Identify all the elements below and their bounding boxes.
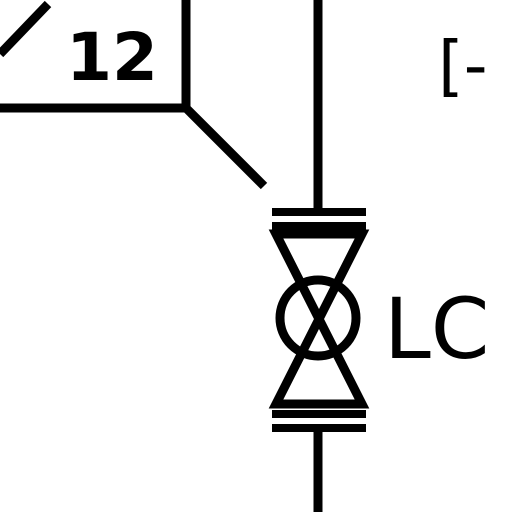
leader-line	[182, 104, 268, 190]
flange-bottom-inner	[272, 410, 366, 418]
tag-number: 12	[66, 19, 158, 96]
valve-ball-circle	[275, 275, 361, 361]
flange-top-inner	[272, 222, 366, 230]
partial-symbol-text: [-	[438, 27, 488, 104]
valve-flanges	[272, 208, 366, 432]
valve-lock-label: LC	[384, 280, 489, 378]
flange-top-outer	[272, 208, 366, 216]
valve-bowtie	[268, 229, 370, 409]
tag-box-diagonal	[0, 0, 52, 58]
valve-body	[268, 229, 370, 409]
flange-bottom-outer	[272, 424, 366, 432]
tag-callout: 12	[0, 0, 268, 190]
